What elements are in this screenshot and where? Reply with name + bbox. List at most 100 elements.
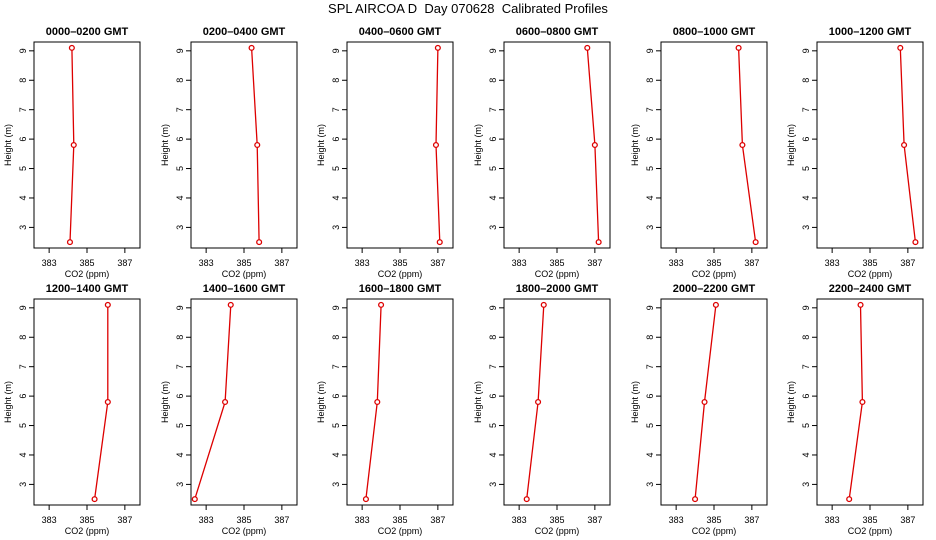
profile-point — [712, 301, 719, 308]
profile-point — [104, 398, 111, 406]
x-tick-label: 385 — [862, 515, 877, 525]
x-tick-label: 383 — [825, 258, 840, 268]
y-tick-label: 4 — [645, 452, 655, 457]
y-axis-label: Height (m) — [473, 381, 483, 423]
x-tick-label: 385 — [706, 515, 721, 525]
profile-panel: 1400–1600 GMT 3 4 5 6 7 8 9 Height (m) 383 385 387 C… — [160, 283, 298, 536]
y-tick-label: 9 — [331, 305, 341, 310]
y-tick-label: 6 — [488, 394, 498, 399]
profile-point — [701, 398, 708, 406]
x-axis-label: CO2 (ppm) — [65, 526, 110, 536]
x-tick-label: 383 — [669, 258, 684, 268]
profile-panel: 1800–2000 GMT 3 4 5 6 7 8 9 Height (m) 383 385 387 C… — [473, 283, 611, 536]
y-axis-label: Height (m) — [630, 381, 640, 423]
y-tick-label: 4 — [488, 195, 498, 200]
y-tick-label: 7 — [645, 107, 655, 112]
y-tick-label: 3 — [175, 225, 185, 230]
y-tick-label: 6 — [175, 394, 185, 399]
y-tick-label: 9 — [801, 305, 811, 310]
x-axis-label: CO2 (ppm) — [535, 269, 580, 279]
x-tick-label: 383 — [199, 515, 214, 525]
y-tick-label: 9 — [801, 48, 811, 53]
y-tick-label: 7 — [801, 107, 811, 112]
x-axis-label: CO2 (ppm) — [222, 526, 267, 536]
y-tick-label: 4 — [645, 195, 655, 200]
x-tick-label: 385 — [549, 515, 564, 525]
x-axis-label: CO2 (ppm) — [378, 269, 423, 279]
y-tick-label: 8 — [18, 335, 28, 340]
panel-title: 1600–1800 GMT — [359, 283, 442, 295]
plot-frame — [33, 298, 141, 506]
profile-point — [104, 301, 111, 308]
y-tick-label: 9 — [18, 305, 28, 310]
x-tick-label: 387 — [587, 258, 602, 268]
x-axis-label: CO2 (ppm) — [692, 269, 737, 279]
y-tick-label: 5 — [331, 166, 341, 171]
profile-point — [434, 44, 441, 51]
panel-title: 0800–1000 GMT — [673, 26, 756, 38]
panel-title: 1800–2000 GMT — [516, 283, 599, 295]
profile-point — [191, 496, 198, 503]
x-tick-label: 383 — [512, 515, 527, 525]
x-tick-label: 385 — [79, 515, 94, 525]
y-tick-label: 6 — [175, 137, 185, 142]
profile-panel: 0400–0600 GMT 3 4 5 6 7 8 9 Height (m) 383 385 387 C… — [316, 26, 454, 279]
y-tick-label: 6 — [645, 137, 655, 142]
y-tick-label: 7 — [645, 364, 655, 369]
y-tick-label: 5 — [18, 166, 28, 171]
profile-point — [857, 301, 864, 308]
x-axis-label: CO2 (ppm) — [848, 526, 893, 536]
y-tick-label: 5 — [645, 423, 655, 428]
profile-panel: 1200–1400 GMT 3 4 5 6 7 8 9 Height (m) 383 385 387 C… — [3, 283, 141, 536]
y-tick-label: 5 — [18, 423, 28, 428]
x-tick-label: 383 — [825, 515, 840, 525]
y-tick-label: 4 — [488, 452, 498, 457]
profile-point — [91, 496, 98, 503]
y-tick-label: 5 — [175, 166, 185, 171]
x-tick-label: 387 — [430, 515, 445, 525]
profile-panel: 1000–1200 GMT 3 4 5 6 7 8 9 Height (m) 383 385 387 C… — [786, 26, 924, 279]
x-tick-label: 387 — [587, 515, 602, 525]
profile-point — [535, 398, 542, 406]
x-axis-label: CO2 (ppm) — [535, 526, 580, 536]
profile-point — [254, 141, 261, 149]
y-tick-label: 3 — [331, 482, 341, 487]
x-tick-label: 387 — [117, 515, 132, 525]
profile-point — [378, 301, 385, 308]
x-tick-label: 385 — [706, 258, 721, 268]
y-tick-label: 8 — [645, 335, 655, 340]
profile-point — [523, 496, 530, 503]
profile-point — [739, 141, 746, 149]
profile-panel: 2200–2400 GMT 3 4 5 6 7 8 9 Height (m) 383 385 387 C… — [786, 283, 924, 536]
x-tick-label: 383 — [42, 515, 57, 525]
x-tick-label: 387 — [274, 258, 289, 268]
panel-title: 0200–0400 GMT — [203, 26, 286, 38]
y-tick-label: 9 — [488, 305, 498, 310]
profile-point — [584, 44, 591, 51]
plot-frame — [190, 298, 298, 506]
y-tick-label: 3 — [18, 482, 28, 487]
panel-title: 1000–1200 GMT — [829, 26, 912, 38]
y-tick-label: 9 — [175, 305, 185, 310]
y-tick-label: 7 — [488, 107, 498, 112]
profile-point — [912, 239, 919, 246]
y-tick-label: 9 — [331, 48, 341, 53]
y-tick-label: 8 — [18, 78, 28, 83]
profile-point — [66, 239, 74, 246]
y-axis-label: Height (m) — [160, 124, 170, 166]
y-tick-label: 8 — [331, 78, 341, 83]
plot-frame — [660, 298, 768, 506]
x-tick-label: 385 — [79, 258, 94, 268]
y-axis-label: Height (m) — [316, 381, 326, 423]
y-tick-label: 4 — [175, 452, 185, 457]
y-tick-label: 6 — [645, 394, 655, 399]
plot-frame — [33, 41, 141, 249]
profile-panel: 0000–0200 GMT 3 4 5 6 7 8 9 Height (m) 383 385 387 C… — [3, 26, 141, 279]
x-tick-label: 387 — [744, 515, 759, 525]
profile-point — [222, 398, 229, 406]
x-tick-label: 385 — [236, 515, 251, 525]
y-tick-label: 5 — [488, 166, 498, 171]
y-tick-label: 6 — [488, 137, 498, 142]
profile-point — [897, 44, 904, 51]
